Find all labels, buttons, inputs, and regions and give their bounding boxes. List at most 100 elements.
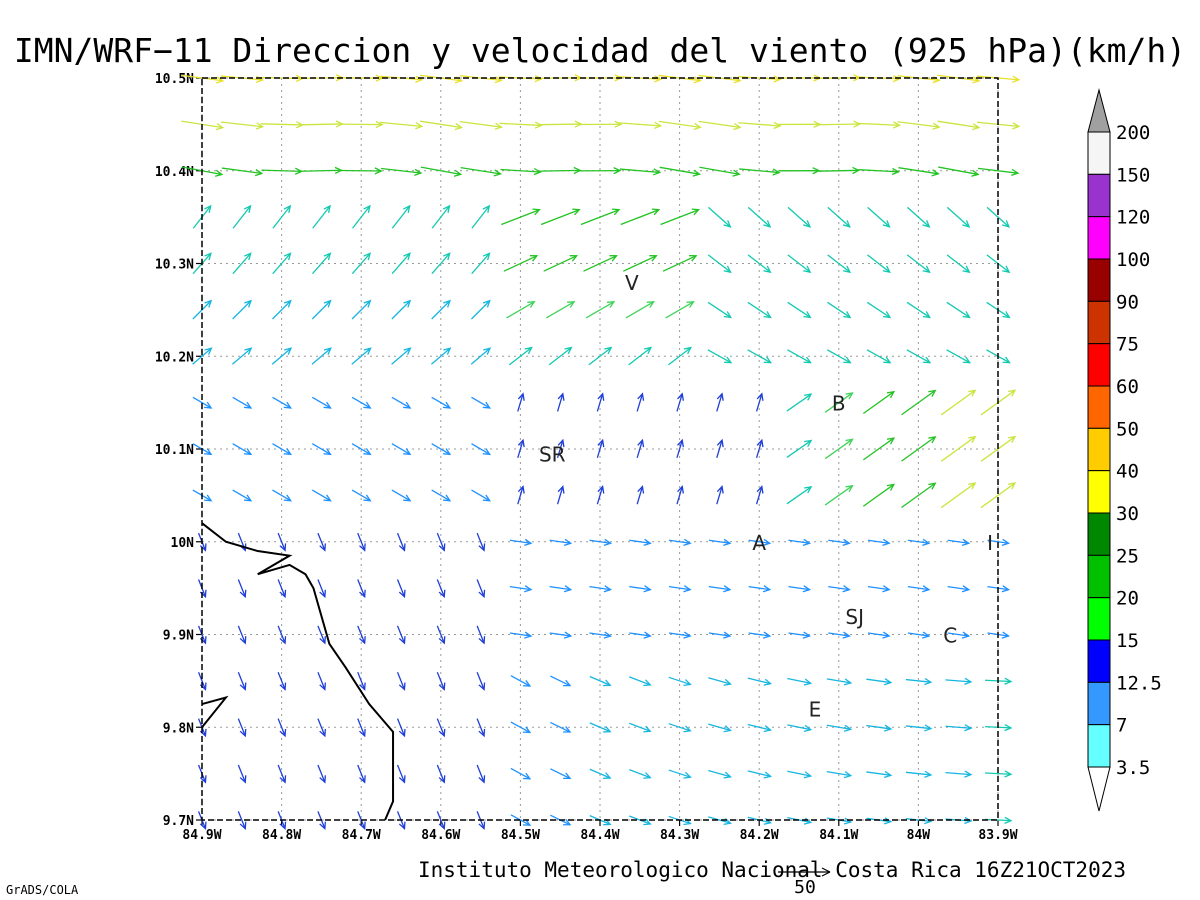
wind-vector: [509, 631, 533, 639]
wind-vector-shaft: [787, 677, 811, 684]
wind-vector-head: [654, 121, 663, 130]
wind-vector-shaft: [824, 392, 853, 413]
wind-vector-shaft: [556, 486, 564, 505]
wind-vector-head: [323, 204, 331, 213]
wind-vector-shaft: [459, 120, 502, 128]
wind-vector-head: [756, 392, 764, 401]
wind-vector: [232, 396, 253, 409]
wind-vector-shaft: [543, 255, 578, 272]
wind-vector-shaft: [510, 814, 531, 826]
wind-vector-shaft: [828, 539, 850, 544]
wind-vector-head: [319, 543, 326, 552]
wind-vector-head: [972, 76, 981, 84]
wind-vector-head: [323, 299, 332, 308]
wind-vector-head: [283, 252, 292, 261]
wind-vector: [980, 482, 1017, 509]
wind-vector-head: [284, 347, 293, 355]
wind-vector-head: [643, 725, 652, 733]
wind-vector-head: [363, 252, 372, 261]
wind-vector-head: [403, 347, 412, 355]
wind-vector-shaft: [503, 255, 538, 272]
wind-vector: [665, 301, 695, 319]
wind-vector: [747, 770, 773, 779]
wind-vector-shaft: [237, 625, 246, 644]
wind-vector: [708, 723, 732, 733]
wind-vector-shaft: [906, 254, 930, 273]
wind-vector: [237, 764, 247, 784]
wind-vector-head: [843, 771, 853, 779]
wind-vector-head: [532, 208, 541, 216]
wind-vector-shaft: [629, 722, 651, 732]
wind-vector-head: [637, 392, 645, 401]
wind-vector-shaft: [866, 349, 891, 364]
wind-vector: [517, 485, 525, 505]
wind-vector: [357, 671, 366, 691]
wind-vector-head: [319, 682, 326, 691]
wind-vector-shaft: [260, 123, 303, 126]
wind-vector-head: [443, 347, 452, 355]
wind-vector-head: [319, 636, 326, 645]
wind-vector: [906, 301, 932, 319]
wind-vector-shaft: [232, 443, 252, 455]
wind-vector-shaft: [986, 206, 1010, 228]
wind-vector-shaft: [787, 301, 811, 318]
wind-vector: [396, 671, 406, 691]
wind-vector-shaft: [984, 818, 1012, 822]
wind-vector-head: [637, 438, 645, 448]
wind-vector-shaft: [716, 393, 723, 412]
wind-vector: [351, 347, 372, 365]
wind-vector-head: [693, 76, 702, 84]
wind-vector-head: [279, 775, 287, 784]
wind-vector-shaft: [866, 301, 891, 318]
y-tick-label: 10.4N: [155, 165, 194, 180]
wind-vector-head: [803, 220, 812, 228]
wind-vector-head: [359, 636, 366, 645]
wind-vector: [506, 301, 536, 319]
wind-vector-shaft: [947, 539, 969, 544]
wind-vector-shaft: [828, 632, 850, 637]
wind-vector: [578, 120, 623, 128]
wind-vector: [708, 631, 732, 639]
wind-vector-head: [363, 347, 372, 355]
wind-vector-shaft: [311, 347, 332, 365]
wind-vector: [476, 579, 486, 599]
wind-vector-shaft: [716, 440, 723, 458]
wind-vector: [232, 252, 252, 275]
wind-vector-head: [199, 821, 207, 831]
wind-vector-head: [883, 770, 893, 779]
wind-vector-head: [359, 589, 366, 599]
wind-vector-head: [279, 636, 287, 645]
wind-vector: [747, 254, 772, 274]
wind-vector: [668, 769, 692, 779]
wind-vector-head: [482, 401, 492, 409]
wind-vector-head: [438, 775, 446, 784]
wind-vector-head: [363, 204, 371, 213]
wind-vector: [192, 396, 213, 409]
wind-vector-head: [646, 301, 656, 308]
wind-vector-shaft: [357, 671, 366, 690]
wind-vector-shaft: [901, 482, 936, 509]
wind-vector-head: [522, 726, 532, 734]
wind-vector-head: [972, 123, 981, 131]
wind-vector: [786, 439, 813, 458]
wind-vector-shaft: [938, 166, 979, 176]
wind-vector-head: [1004, 770, 1013, 778]
wind-vector: [510, 767, 532, 780]
wind-vector: [499, 121, 543, 129]
wind-vector-shaft: [826, 678, 851, 684]
wind-vector: [824, 438, 854, 460]
wind-vector-shaft: [471, 300, 491, 320]
wind-vector-head: [244, 347, 253, 355]
wind-vector-head: [403, 494, 412, 502]
wind-vector-shaft: [510, 767, 531, 780]
wind-vector-head: [772, 168, 781, 176]
wind-vector: [589, 631, 613, 639]
wind-vector-shaft: [232, 252, 252, 275]
wind-vector: [509, 538, 533, 546]
wind-vector-head: [403, 448, 412, 456]
software-credit: GrADS/COLA: [6, 883, 79, 897]
wind-vector-head: [924, 817, 933, 825]
wind-vector-shaft: [596, 486, 604, 505]
wind-vector-head: [403, 204, 411, 213]
